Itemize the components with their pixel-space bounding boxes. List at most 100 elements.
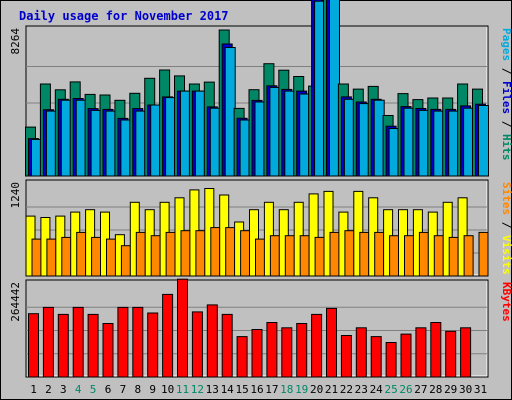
series-axis-label: Sites / Visits	[500, 182, 512, 275]
bar-kbytes-day-18	[281, 327, 293, 378]
bar-kbytes-day-29	[445, 330, 457, 378]
bar-sites-day-13	[210, 227, 221, 277]
bar-sites-day-28	[433, 235, 444, 277]
x-tick-label-day-31: 31	[474, 383, 487, 396]
bar-sites-day-15	[240, 230, 251, 277]
x-tick-label-day-7: 7	[120, 383, 127, 396]
bar-sites-day-7	[120, 245, 131, 277]
x-tick-label-day-29: 29	[444, 383, 457, 396]
bar-kbytes-day-7	[117, 306, 129, 378]
series-axis-label: KBytes	[500, 282, 512, 322]
x-tick-label-day-30: 30	[459, 383, 472, 396]
x-tick-label-day-25: 25	[384, 383, 397, 396]
series-axis-label: Pages / Files / Hits	[500, 28, 512, 161]
x-tick-label-day-28: 28	[429, 383, 442, 396]
bar-kbytes-day-15	[236, 336, 248, 378]
bar-sites-day-23	[359, 231, 370, 277]
bar-sites-day-27	[418, 231, 429, 277]
series-axis-label-part: /	[500, 114, 512, 134]
series-axis-label-part: /	[500, 61, 512, 81]
bar-sites-day-4	[76, 231, 87, 277]
x-tick-label-day-11: 11	[176, 383, 189, 396]
bar-kbytes-day-21	[326, 307, 337, 378]
series-axis-label-part: /	[500, 215, 512, 235]
bar-sites-day-17	[269, 235, 280, 277]
x-tick-label-day-26: 26	[399, 383, 412, 396]
bar-kbytes-day-20	[311, 313, 323, 378]
bar-kbytes-day-25	[385, 342, 397, 378]
bar-sites-day-30	[463, 235, 474, 277]
panel-visits-sites: 1240 Sites / Visits	[9, 179, 512, 277]
x-tick-label-day-10: 10	[161, 383, 174, 396]
bar-sites-day-11	[180, 230, 191, 277]
bar-kbytes-day-5	[87, 313, 99, 378]
bar-kbytes-day-11	[177, 278, 188, 378]
bar-pages-day-21	[329, 0, 340, 177]
bar-sites-day-10	[165, 231, 176, 277]
bar-kbytes-day-3	[57, 313, 69, 378]
bar-kbytes-day-1	[28, 313, 39, 378]
bar-kbytes-day-10	[162, 293, 174, 378]
x-tick-label-day-2: 2	[45, 383, 52, 396]
bar-sites-day-3	[61, 236, 72, 277]
series-axis-label-part: Files	[500, 81, 512, 114]
x-tick-label-day-12: 12	[191, 383, 204, 396]
bar-kbytes-day-27	[415, 327, 427, 378]
x-tick-label-day-3: 3	[60, 383, 67, 396]
x-tick-label-day-21: 21	[325, 383, 338, 396]
bar-visits-day-20	[308, 193, 319, 277]
bar-kbytes-day-2	[42, 306, 54, 378]
x-tick-label-day-17: 17	[265, 383, 278, 396]
x-tick-label-day-23: 23	[355, 383, 368, 396]
x-tick-label-day-5: 5	[90, 383, 97, 396]
bar-kbytes-day-6	[102, 323, 114, 378]
series-axis-label-part: Pages	[500, 28, 512, 61]
x-tick-label-day-1: 1	[30, 383, 37, 396]
x-tick-label-day-8: 8	[134, 383, 141, 396]
bar-sites-day-31	[478, 231, 489, 277]
x-tick-label-day-4: 4	[75, 383, 82, 396]
x-tick-label-day-6: 6	[105, 383, 112, 396]
bar-kbytes-day-9	[147, 312, 159, 378]
x-tick-label-day-16: 16	[250, 383, 263, 396]
bar-sites-day-9	[150, 235, 161, 277]
bar-kbytes-day-17	[266, 322, 278, 378]
bar-sites-day-16	[255, 238, 265, 277]
bar-sites-day-26	[404, 235, 414, 277]
x-tick-label-day-20: 20	[310, 383, 323, 396]
bar-kbytes-day-8	[132, 306, 144, 378]
bar-kbytes-day-14	[221, 313, 233, 378]
bar-kbytes-day-16	[251, 329, 263, 378]
bar-kbytes-day-28	[430, 322, 442, 378]
x-axis-labels: 1 2 3 4 5 6 7 8 9 10 11 12 13 14 15 16 17 18 19 20 21 22 23 24 2…	[30, 383, 487, 396]
bar-kbytes-day-23	[355, 327, 367, 378]
bar-sites-day-29	[448, 236, 459, 277]
bar-sites-day-25	[389, 235, 400, 277]
bar-sites-day-1	[31, 238, 42, 277]
bar-kbytes-day-19	[296, 323, 308, 378]
x-tick-label-day-24: 24	[370, 383, 384, 396]
bar-sites-day-14	[225, 227, 236, 277]
chart-title: Daily usage for November 2017	[19, 9, 229, 23]
series-axis-label-part: KBytes	[500, 282, 512, 322]
x-tick-label-day-22: 22	[340, 383, 353, 396]
bar-sites-day-18	[284, 235, 295, 277]
series-axis-label-part: Visits	[500, 235, 512, 275]
x-tick-label-day-15: 15	[235, 383, 248, 396]
panel-kbytes: 264442 KBytes	[9, 278, 512, 378]
x-tick-label-day-18: 18	[280, 383, 293, 396]
series-axis-label-part: Sites	[500, 182, 512, 215]
bar-kbytes-day-26	[400, 333, 412, 378]
bar-kbytes-day-22	[340, 335, 352, 378]
panel-hits-files-pages: 8264 Pages / Files / Hits	[9, 0, 512, 177]
bar-sites-day-8	[135, 231, 146, 277]
bar-sites-day-6	[106, 238, 116, 277]
bar-sites-day-24	[374, 231, 385, 277]
panels-layer: 8264 Pages / Files / Hits 1240 Sites / Visi…	[9, 0, 512, 378]
y-tick-label: 264442	[9, 282, 22, 322]
x-tick-label-day-13: 13	[206, 383, 219, 396]
y-tick-label: 1240	[9, 182, 22, 209]
bar-kbytes-day-4	[72, 306, 84, 378]
bar-sites-day-21	[329, 231, 340, 277]
bar-pages-day-31	[478, 105, 489, 177]
